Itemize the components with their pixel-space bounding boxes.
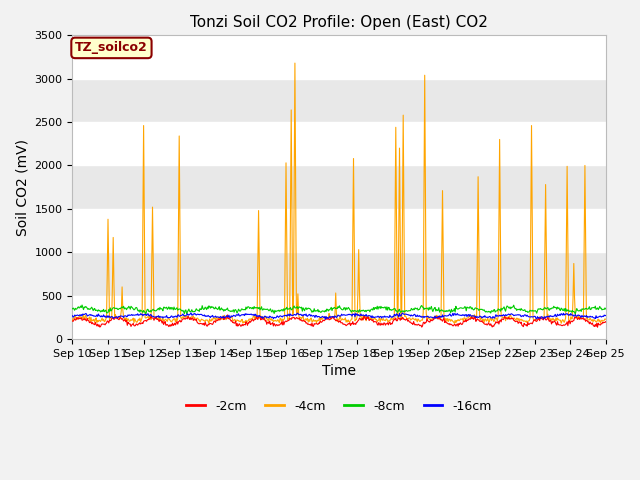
Bar [72,122,605,166]
Title: Tonzi Soil CO2 Profile: Open (East) CO2: Tonzi Soil CO2 Profile: Open (East) CO2 [190,15,488,30]
Bar [72,36,605,79]
Bar [72,166,605,209]
Legend: -2cm, -4cm, -8cm, -16cm: -2cm, -4cm, -8cm, -16cm [181,395,497,418]
Text: TZ_soilco2: TZ_soilco2 [75,41,148,54]
Bar [72,252,605,296]
X-axis label: Time: Time [322,364,356,378]
Y-axis label: Soil CO2 (mV): Soil CO2 (mV) [15,139,29,236]
Bar [72,79,605,122]
Bar [72,209,605,252]
Bar [72,296,605,339]
